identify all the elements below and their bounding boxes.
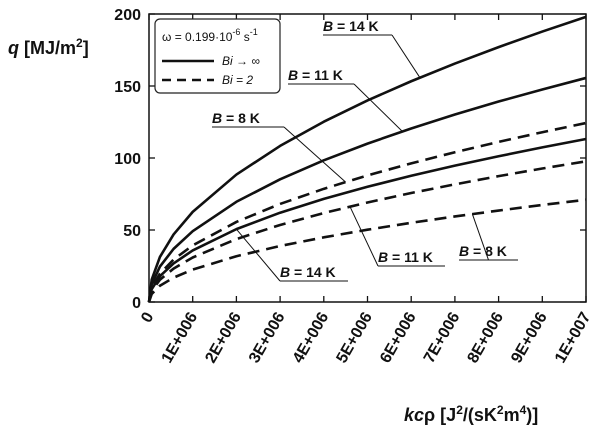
curve-label-symbol: B (280, 264, 290, 280)
x-tick-label: 1E+007 (552, 309, 595, 366)
x-axis-title-unit-d: )] (526, 405, 538, 425)
legend-box (154, 18, 281, 94)
curve-label-symbol: B (288, 67, 298, 83)
legend-dashed-label: Bi = 2 (222, 73, 253, 87)
x-axis-title-rho: ρ (424, 405, 435, 425)
curve-label: B = 8 K (212, 110, 260, 126)
curve-label-symbol: B (323, 18, 333, 34)
x-tick-label: 7E+006 (421, 309, 464, 366)
y-tick-label: 150 (114, 79, 141, 96)
x-tick-label: 4E+006 (290, 309, 333, 366)
x-axis-title-unit-a: [J (435, 405, 456, 425)
x-tick-label: 0 (138, 309, 157, 325)
curve-label-leader (471, 213, 489, 261)
series-line (147, 137, 587, 303)
y-tick-label: 0 (132, 295, 141, 312)
curve-label: B = 14 K (280, 264, 336, 280)
x-axis-title-sup3: 4 (520, 403, 527, 417)
legend-omega-text: ω = 0.199·10 (162, 30, 233, 44)
curve-label-value: = 8 K (222, 110, 260, 126)
y-tick-label: 50 (123, 223, 141, 240)
series-line (147, 76, 587, 303)
legend-omega: ω = 0.199·10-6 s-1 (162, 27, 258, 44)
curve-label-value: = 11 K (388, 249, 433, 265)
x-axis-title-kc: kc (404, 405, 424, 425)
y-axis-title-unit: [MJ/m (19, 38, 76, 58)
x-tick-label: 5E+006 (333, 309, 376, 366)
curve-label-leader (353, 83, 403, 132)
curve-label-leader (391, 34, 421, 78)
y-tick-label: 200 (114, 7, 141, 24)
curve-label-leader (236, 228, 281, 282)
x-tick-label: 6E+006 (377, 309, 420, 366)
curve-label: B = 8 K (459, 243, 507, 259)
y-tick-label: 100 (114, 151, 141, 168)
y-axis-title-symbol: q (8, 38, 19, 58)
x-tick-label: 1E+006 (159, 309, 202, 366)
legend-omega-unit: s (240, 30, 249, 44)
series-line (147, 160, 587, 303)
curve-label-value: = 11 K (298, 67, 343, 83)
series-line (147, 15, 587, 303)
x-axis-title-unit-b: /(sK (463, 405, 497, 425)
legend-omega-unit-exp: -1 (250, 27, 258, 37)
y-axis-title-close: ] (83, 38, 89, 58)
x-axis-title-sup2: 2 (497, 403, 504, 417)
x-axis-title: kcρ [J2/(sK2m4)] (404, 403, 538, 425)
series-line (147, 198, 587, 303)
y-axis-title: q [MJ/m2] (8, 36, 89, 58)
curve-label: B = 11 K (288, 67, 343, 83)
y-axis-title-sup: 2 (76, 36, 83, 50)
curve-label-leader (349, 206, 379, 267)
legend-omega-exp: -6 (232, 27, 240, 37)
x-tick-label: 2E+006 (202, 309, 245, 366)
x-tick-label: 3E+006 (246, 309, 289, 366)
curve-label-value: = 14 K (290, 264, 336, 280)
curve-label-leader (283, 126, 346, 183)
curve-label-symbol: B (459, 243, 469, 259)
legend-solid-label: Bi → ∞ (222, 54, 260, 68)
curve-label-value: = 8 K (469, 243, 507, 259)
curve-label-symbol: B (378, 249, 388, 265)
x-tick-label: 8E+006 (465, 309, 508, 366)
curve-label-symbol: B (212, 110, 222, 126)
x-tick-label: 9E+006 (508, 309, 551, 366)
series-layer (147, 15, 587, 303)
curve-label: B = 14 K (323, 18, 379, 34)
curve-label-value: = 14 K (333, 18, 379, 34)
x-axis-title-sup1: 2 (456, 403, 463, 417)
x-axis-title-unit-c: m (504, 405, 520, 425)
legend: ω = 0.199·10-6 s-1 Bi → ∞ Bi = 2 (154, 18, 281, 94)
series-line (147, 121, 587, 303)
curve-label: B = 11 K (378, 249, 433, 265)
